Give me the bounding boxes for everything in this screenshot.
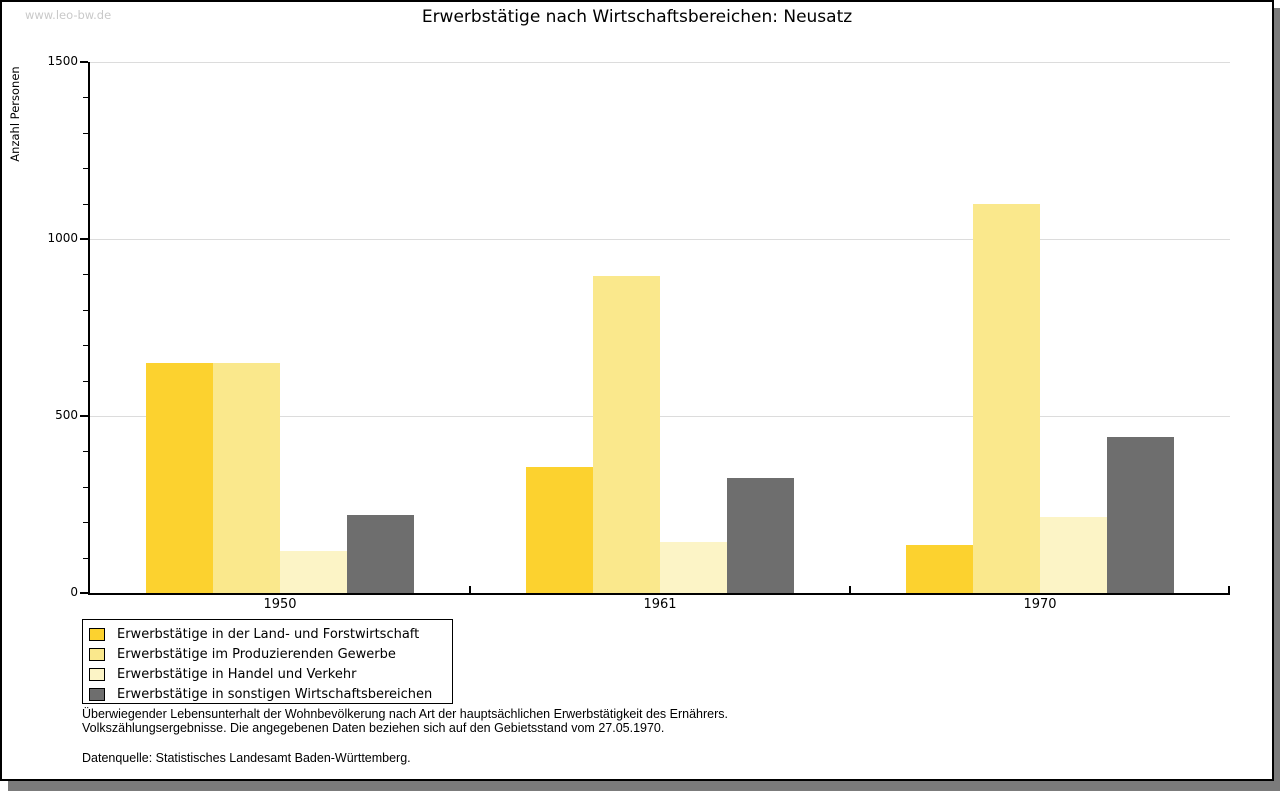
x-axis-line bbox=[88, 593, 1230, 595]
y-tick-minor-800 bbox=[83, 310, 88, 311]
watermark: www.leo-bw.de bbox=[25, 8, 112, 22]
bar-1961-series-4 bbox=[727, 478, 794, 593]
legend-swatch-4 bbox=[89, 687, 105, 701]
bar-1950-series-2 bbox=[213, 363, 280, 593]
gridline-1000 bbox=[90, 239, 1230, 240]
y-tick-major-1500 bbox=[80, 61, 88, 63]
footnotes: Überwiegender Lebensunterhalt der Wohnbe… bbox=[82, 707, 728, 765]
bar-1961-series-1 bbox=[526, 467, 593, 593]
legend-swatch-2 bbox=[89, 647, 105, 661]
y-tick-minor-200 bbox=[83, 522, 88, 523]
y-axis-label: Anzahl Personen bbox=[8, 66, 22, 162]
legend: Erwerbstätige in der Land- und Forstwirt… bbox=[82, 619, 453, 704]
bar-1950-series-3 bbox=[280, 551, 347, 593]
footnote-line-1: Überwiegender Lebensunterhalt der Wohnbe… bbox=[82, 707, 728, 721]
legend-item-4: Erwerbstätige in sonstigen Wirtschaftsbe… bbox=[83, 684, 452, 704]
legend-item-1: Erwerbstätige in der Land- und Forstwirt… bbox=[83, 624, 452, 644]
legend-label-2: Erwerbstätige im Produzierenden Gewerbe bbox=[117, 646, 396, 662]
x-category-label-1970: 1970 bbox=[1023, 597, 1057, 612]
y-tick-minor-300 bbox=[83, 487, 88, 488]
drop-shadow-right bbox=[1274, 8, 1280, 791]
y-tick-minor-700 bbox=[83, 345, 88, 346]
bar-1970-series-1 bbox=[906, 545, 973, 593]
y-tick-label-500: 500 bbox=[55, 408, 78, 422]
footnote-line-2: Volkszählungsergebnisse. Die angegebenen… bbox=[82, 721, 665, 735]
y-tick-minor-100 bbox=[83, 558, 88, 559]
x-tick-0 bbox=[469, 586, 471, 593]
y-axis-line bbox=[88, 62, 90, 595]
y-tick-minor-1400 bbox=[83, 97, 88, 98]
legend-item-3: Erwerbstätige in Handel und Verkehr bbox=[83, 664, 452, 684]
gridline-1500 bbox=[90, 62, 1230, 63]
drop-shadow-bottom bbox=[8, 781, 1280, 791]
y-tick-label-1500: 1500 bbox=[47, 54, 78, 68]
x-category-label-1950: 1950 bbox=[263, 597, 297, 612]
y-tick-minor-400 bbox=[83, 451, 88, 452]
bar-1950-series-4 bbox=[347, 515, 414, 593]
y-tick-label-1000: 1000 bbox=[47, 231, 78, 245]
chart-title: Erwerbstätige nach Wirtschaftsbereichen:… bbox=[421, 7, 853, 27]
y-tick-minor-1200 bbox=[83, 168, 88, 169]
legend-swatch-3 bbox=[89, 667, 105, 681]
bar-1950-series-1 bbox=[146, 363, 213, 593]
legend-item-2: Erwerbstätige im Produzierenden Gewerbe bbox=[83, 644, 452, 664]
bar-1970-series-4 bbox=[1107, 437, 1174, 593]
legend-label-4: Erwerbstätige in sonstigen Wirtschaftsbe… bbox=[117, 686, 433, 702]
y-tick-minor-900 bbox=[83, 274, 88, 275]
data-source: Datenquelle: Statistisches Landesamt Bad… bbox=[82, 751, 411, 765]
y-tick-minor-600 bbox=[83, 381, 88, 382]
bar-1970-series-3 bbox=[1040, 517, 1107, 593]
legend-label-1: Erwerbstätige in der Land- und Forstwirt… bbox=[117, 626, 420, 642]
x-tick-2 bbox=[1228, 586, 1230, 593]
y-tick-minor-1300 bbox=[83, 133, 88, 134]
y-tick-major-1000 bbox=[80, 238, 88, 240]
y-tick-major-500 bbox=[80, 415, 88, 417]
bar-1961-series-3 bbox=[660, 542, 727, 593]
y-tick-minor-1100 bbox=[83, 204, 88, 205]
y-tick-label-0: 0 bbox=[70, 585, 78, 599]
legend-swatch-1 bbox=[89, 627, 105, 641]
legend-label-3: Erwerbstätige in Handel und Verkehr bbox=[117, 666, 357, 682]
bar-1970-series-2 bbox=[973, 204, 1040, 593]
y-tick-major-0 bbox=[80, 592, 88, 594]
x-tick-1 bbox=[849, 586, 851, 593]
bar-1961-series-2 bbox=[593, 276, 660, 593]
x-category-label-1961: 1961 bbox=[643, 597, 677, 612]
gridline-500 bbox=[90, 416, 1230, 417]
